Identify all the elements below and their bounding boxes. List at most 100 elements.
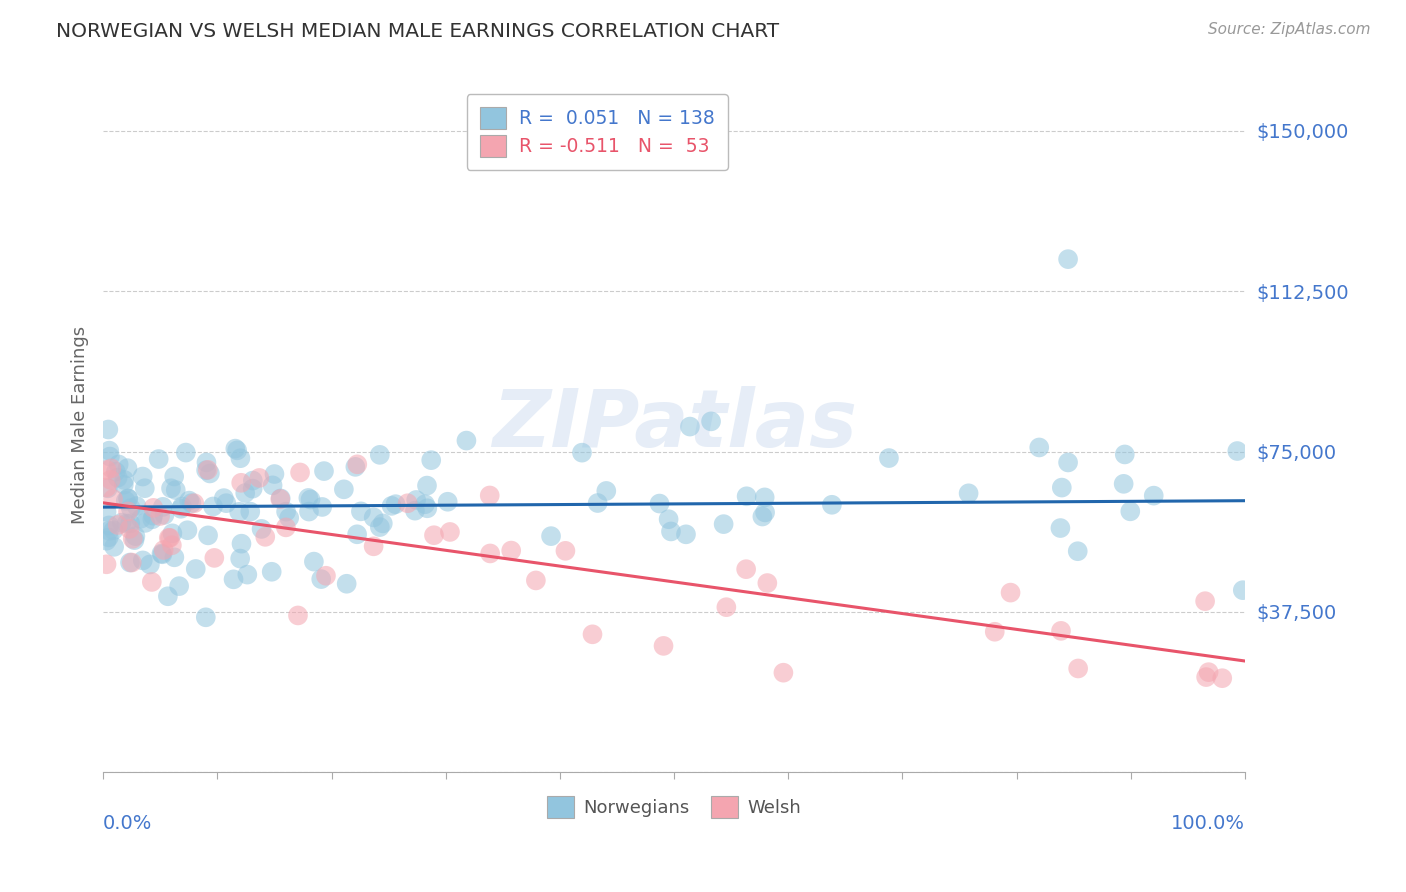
Point	[124, 533, 146, 548]
Point	[170, 501, 193, 516]
Point	[821, 498, 844, 512]
Point	[117, 491, 139, 506]
Point	[120, 501, 142, 516]
Point	[416, 478, 439, 492]
Y-axis label: Median Male Earnings: Median Male Earnings	[72, 326, 89, 524]
Point	[195, 455, 218, 469]
Text: 100.0%: 100.0%	[1171, 814, 1246, 833]
Point	[118, 522, 141, 536]
Point	[103, 540, 125, 554]
Point	[350, 504, 373, 518]
Point	[254, 530, 277, 544]
Point	[1067, 661, 1090, 675]
Point	[311, 500, 333, 514]
Point	[1232, 583, 1254, 598]
Point	[1057, 455, 1080, 469]
Point	[125, 499, 148, 513]
Point	[152, 500, 174, 514]
Point	[754, 505, 776, 519]
Point	[149, 508, 172, 523]
Point	[404, 503, 426, 517]
Point	[239, 505, 262, 519]
Point	[195, 463, 218, 477]
Point	[156, 589, 179, 603]
Point	[184, 562, 207, 576]
Point	[756, 576, 779, 591]
Point	[197, 463, 219, 477]
Point	[439, 524, 461, 539]
Point	[595, 483, 617, 498]
Point	[98, 518, 121, 533]
Point	[260, 565, 283, 579]
Point	[363, 510, 385, 524]
Point	[384, 497, 406, 511]
Point	[1050, 481, 1073, 495]
Point	[1114, 447, 1136, 461]
Point	[716, 600, 738, 615]
Point	[381, 499, 404, 513]
Point	[160, 481, 183, 495]
Point	[153, 508, 176, 522]
Point	[274, 520, 297, 534]
Point	[97, 481, 120, 495]
Point	[984, 624, 1007, 639]
Point	[197, 528, 219, 542]
Point	[97, 530, 120, 544]
Point	[96, 505, 118, 519]
Point	[124, 529, 146, 543]
Point	[103, 524, 125, 538]
Point	[131, 469, 153, 483]
Point	[112, 477, 135, 491]
Point	[315, 568, 337, 582]
Point	[194, 610, 217, 624]
Point	[1050, 624, 1073, 638]
Point	[163, 550, 186, 565]
Point	[274, 505, 297, 519]
Point	[586, 496, 609, 510]
Point	[1049, 521, 1071, 535]
Point	[98, 443, 121, 458]
Point	[312, 464, 335, 478]
Point	[132, 553, 155, 567]
Point	[142, 508, 165, 523]
Point	[233, 486, 256, 500]
Text: NORWEGIAN VS WELSH MEDIAN MALE EARNINGS CORRELATION CHART: NORWEGIAN VS WELSH MEDIAN MALE EARNINGS …	[56, 22, 779, 41]
Point	[120, 516, 142, 531]
Point	[96, 480, 118, 494]
Point	[224, 442, 246, 456]
Point	[134, 516, 156, 530]
Point	[97, 423, 120, 437]
Point	[346, 527, 368, 541]
Point	[117, 504, 139, 518]
Point	[157, 531, 180, 545]
Point	[1226, 444, 1249, 458]
Point	[176, 523, 198, 537]
Point	[107, 471, 129, 485]
Point	[368, 448, 391, 462]
Point	[152, 547, 174, 561]
Point	[215, 496, 238, 510]
Point	[754, 491, 776, 505]
Point	[581, 627, 603, 641]
Point	[957, 486, 980, 500]
Point	[226, 443, 249, 458]
Point	[180, 496, 202, 510]
Point	[111, 516, 134, 530]
Point	[772, 665, 794, 680]
Point	[179, 493, 201, 508]
Point	[104, 465, 127, 479]
Point	[679, 419, 702, 434]
Point	[675, 527, 697, 541]
Point	[1119, 504, 1142, 518]
Point	[368, 520, 391, 534]
Point	[142, 500, 165, 515]
Point	[416, 501, 439, 516]
Point	[524, 574, 547, 588]
Point	[228, 505, 250, 519]
Point	[202, 550, 225, 565]
Point	[134, 481, 156, 495]
Point	[298, 505, 321, 519]
Point	[540, 529, 562, 543]
Legend: Norwegians, Welsh: Norwegians, Welsh	[540, 789, 808, 826]
Point	[1195, 670, 1218, 684]
